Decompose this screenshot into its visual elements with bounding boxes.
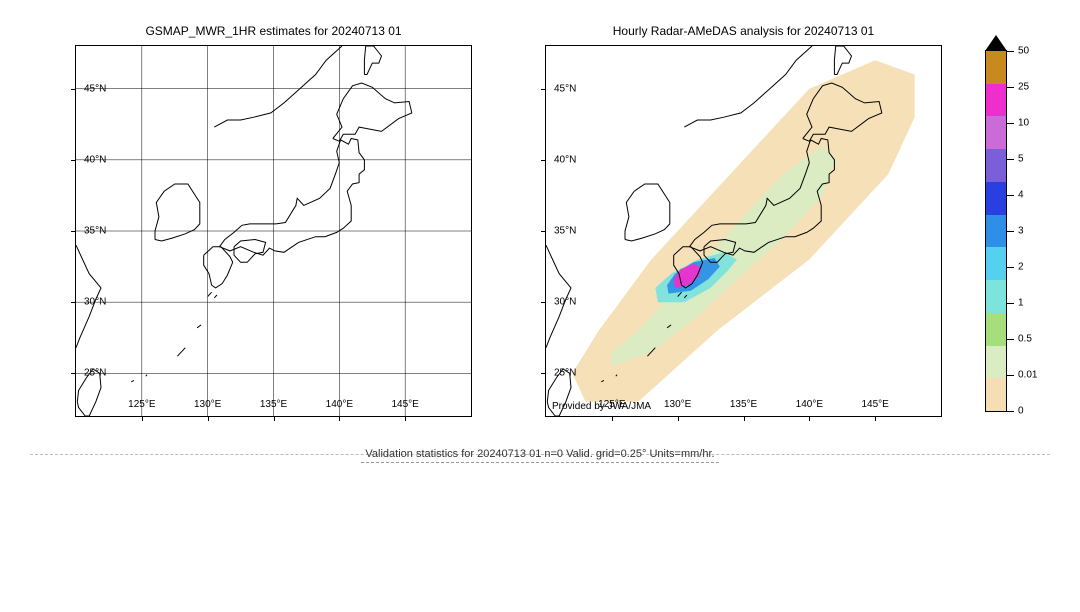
lat-tick-label: 30°N: [554, 297, 576, 308]
colorbar-tick-label: 1: [1018, 298, 1024, 309]
lat-tick-label: 45°N: [84, 83, 106, 94]
colorbar-overflow-triangle: [985, 35, 1007, 51]
colorbar: 00.010.512345102550: [985, 50, 1007, 412]
colorbar-segment: [986, 247, 1006, 280]
colorbar-tick-label: 3: [1018, 226, 1024, 237]
colorbar-segment: [986, 149, 1006, 182]
colorbar-tick-label: 25: [1018, 82, 1029, 93]
lon-tick-label: 125°E: [128, 399, 155, 410]
colorbar-segment: [986, 182, 1006, 215]
colorbar-tick-label: 10: [1018, 118, 1029, 129]
colorbar-segment: [986, 346, 1006, 379]
colorbar-tick-label: 0.5: [1018, 334, 1032, 345]
colorbar-segment: [986, 313, 1006, 346]
colorbar-tick-label: 50: [1018, 46, 1029, 57]
lon-tick-label: 135°E: [730, 399, 757, 410]
panel-title: GSMAP_MWR_1HR estimates for 20240713 01: [76, 24, 471, 38]
lat-tick-label: 35°N: [84, 226, 106, 237]
lon-tick-label: 145°E: [391, 399, 418, 410]
lat-tick-label: 45°N: [554, 83, 576, 94]
colorbar-tick-label: 4: [1018, 190, 1024, 201]
colorbar-segment: [986, 51, 1006, 84]
colorbar-segment: [986, 280, 1006, 313]
lat-tick-label: 40°N: [84, 154, 106, 165]
colorbar-segment: [986, 378, 1006, 411]
lat-tick-label: 25°N: [554, 368, 576, 379]
map-panel: GSMAP_MWR_1HR estimates for 20240713 012…: [75, 45, 472, 417]
footer-text: Validation statistics for 20240713 01 n=…: [361, 448, 718, 463]
lon-tick-label: 140°E: [326, 399, 353, 410]
colorbar-tick-label: 0.01: [1018, 370, 1037, 381]
map-panel: Hourly Radar-AMeDAS analysis for 2024071…: [545, 45, 942, 417]
attribution-text: Provided by JWA/JMA: [552, 401, 651, 412]
colorbar-segment: [986, 215, 1006, 248]
lon-tick-label: 145°E: [861, 399, 888, 410]
colorbar-tick-label: 5: [1018, 154, 1024, 165]
lat-tick-label: 30°N: [84, 297, 106, 308]
lat-tick-label: 40°N: [554, 154, 576, 165]
lat-tick-label: 35°N: [554, 226, 576, 237]
lon-tick-label: 130°E: [194, 399, 221, 410]
lon-tick-label: 135°E: [260, 399, 287, 410]
map-svg: [76, 46, 471, 416]
lon-tick-label: 140°E: [796, 399, 823, 410]
colorbar-tick-label: 0: [1018, 406, 1024, 417]
lat-tick-label: 25°N: [84, 368, 106, 379]
lon-tick-label: 130°E: [664, 399, 691, 410]
colorbar-tick-label: 2: [1018, 262, 1024, 273]
colorbar-segment: [986, 116, 1006, 149]
panel-title: Hourly Radar-AMeDAS analysis for 2024071…: [546, 24, 941, 38]
validation-footer: Validation statistics for 20240713 01 n=…: [0, 448, 1080, 460]
colorbar-segment: [986, 84, 1006, 117]
map-svg: [546, 46, 941, 416]
